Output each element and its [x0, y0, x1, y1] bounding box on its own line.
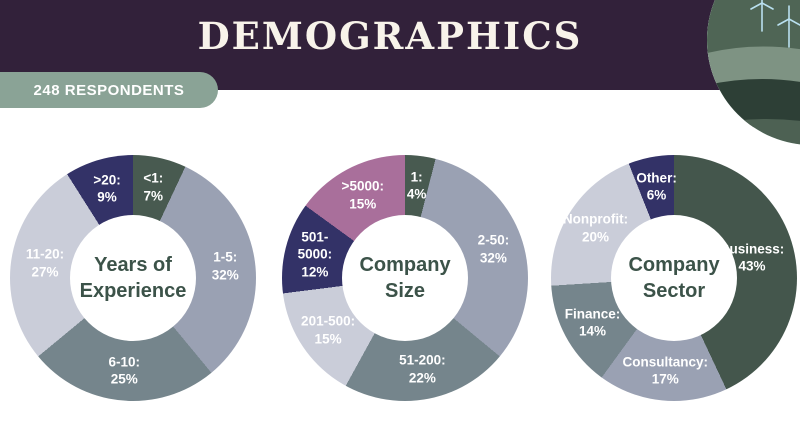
segment-label-Finance: Finance: 14% — [564, 306, 621, 339]
donut-center: Company Sector — [611, 215, 737, 341]
segment-label-201-500: 201-500: 15% — [301, 313, 356, 347]
segment-label-6-10: 6-10: 25% — [108, 354, 140, 387]
chart-title: Company Size — [359, 254, 451, 302]
donut-chart-years-of-experience: Years of Experience <1: 7% 1-5: 32% 6-10: 2… — [10, 155, 256, 401]
landscape-illustration-svg — [707, 0, 800, 145]
donut-center: Years of Experience — [70, 215, 196, 341]
donut-chart-company-sector: Company Sector Business: 43% Consultancy: … — [551, 155, 797, 401]
segment-label-501-5000: 501- 5000: 12% — [297, 229, 333, 280]
segment-label-51-200: 51-200: 22% — [399, 352, 446, 386]
chart-title: Company Sector — [628, 254, 720, 302]
segment-label-Other: Other: 6% — [636, 170, 677, 203]
segment-label-11-20: 11-20: 27% — [25, 246, 65, 280]
segment-label-Consultancy: Consultancy: 17% — [622, 354, 708, 387]
segment-label-2-50: 2-50: 32% — [477, 232, 510, 266]
segment-label->5000: >5000: 15% — [341, 178, 384, 212]
respondents-badge: 248 RESPONDENTS — [0, 72, 218, 108]
segment-label-1-5: 1-5: 32% — [211, 249, 239, 283]
landscape-illustration — [707, 0, 800, 145]
respondents-badge-label: 248 RESPONDENTS — [33, 81, 185, 99]
donut-chart-company-size: Company Size 1: 4% 2-50: 32% 51-200: 22% 201… — [282, 155, 528, 401]
segment-label-<1: <1: 7% — [143, 170, 164, 204]
segment-label->20: >20: 9% — [93, 172, 121, 205]
segment-label-Business: Business: 43% — [719, 241, 785, 274]
segment-label-1: 1: 4% — [406, 169, 427, 202]
chart-title: Years of Experience — [79, 254, 187, 302]
segment-label-Nonprofit: Nonprofit: 20% — [562, 211, 629, 245]
donut-center: Company Size — [342, 215, 468, 341]
page-title: DEMOGRAPHICS — [197, 14, 583, 58]
wind-turbines-icon — [750, 0, 800, 48]
